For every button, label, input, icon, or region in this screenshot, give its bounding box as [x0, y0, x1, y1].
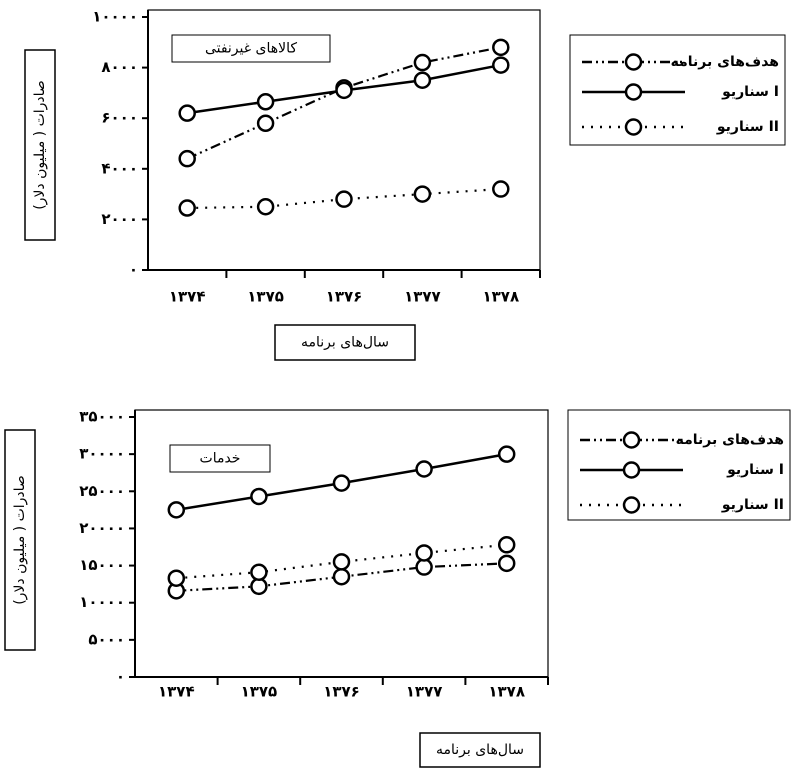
y-tick-label: ۳۵۰۰۰ [79, 408, 125, 426]
marker [332, 474, 351, 492]
marker [250, 487, 268, 506]
title-box [171, 34, 331, 63]
chart-title: کالاهای غیرنفتی [205, 41, 297, 57]
marker [178, 199, 196, 217]
marker [335, 81, 353, 100]
legend-marker [624, 53, 643, 71]
marker [492, 56, 510, 74]
title-box [169, 444, 271, 473]
marker [413, 53, 432, 72]
x-tick-label: ۱۳۷۴ [169, 288, 206, 306]
y-tick-label: ۱۰۰۰۰ [92, 8, 138, 26]
x-tick-label: ۱۳۷۵ [247, 288, 284, 306]
marker [256, 114, 275, 133]
marker [335, 190, 353, 208]
y-label-box [4, 429, 36, 651]
marker [492, 38, 510, 57]
x-tick-label: ۱۳۷۸ [488, 683, 525, 701]
marker [497, 445, 516, 463]
y-axis-label: صادرات ( میلیون دلار) [32, 80, 48, 210]
marker [178, 104, 196, 122]
x-tick-label: ۱۳۷۶ [326, 288, 363, 306]
legend-label: هدف‌های برنامه [671, 54, 779, 70]
x-tick-label: ۱۳۷۷ [406, 683, 443, 701]
x-axis-label: سال‌های برنامه [436, 742, 524, 758]
x-label-box [419, 732, 541, 768]
x-label-box [274, 324, 416, 361]
y-tick-label: ۰ [129, 261, 138, 279]
x-axis-label: سال‌های برنامه [301, 335, 389, 351]
y-tick-label: ۱۰۰۰۰ [79, 593, 125, 611]
marker [332, 567, 351, 586]
marker [256, 198, 275, 216]
marker [413, 185, 432, 203]
marker [167, 569, 186, 587]
legend-marker [624, 83, 643, 101]
x-tick-label: ۱۳۷۸ [482, 288, 519, 306]
marker [332, 553, 351, 571]
y-tick-label: ۲۰۰۰ [101, 210, 138, 228]
y-tick-label: ۱۵۰۰۰ [79, 556, 125, 574]
marker [167, 501, 186, 519]
legend-marker [622, 431, 641, 449]
marker [250, 563, 268, 582]
y-tick-label: ۵۰۰۰ [88, 630, 125, 648]
x-tick-label: ۱۳۷۴ [158, 683, 195, 701]
legend-label: هدف‌های برنامه [676, 432, 784, 448]
marker [492, 180, 510, 198]
y-label-box [24, 49, 56, 241]
legend-label: سناریو I [726, 462, 784, 478]
marker [497, 554, 516, 573]
legend-marker [622, 461, 641, 479]
legend-marker [622, 496, 641, 514]
y-tick-label: ۰ [116, 668, 125, 686]
y-tick-label: ۶۰۰۰ [101, 109, 138, 127]
legend-marker [624, 118, 643, 136]
marker [415, 544, 433, 562]
y-tick-label: ۲۵۰۰۰ [79, 482, 125, 500]
x-tick-label: ۱۳۷۷ [404, 288, 441, 306]
chart-title: خدمات [200, 451, 241, 467]
legend-label: سناریو II [721, 497, 784, 513]
legend-label: سناریو II [716, 119, 779, 135]
marker [497, 536, 516, 554]
marker [415, 558, 433, 576]
marker [178, 149, 196, 168]
y-tick-label: ۲۰۰۰۰ [79, 519, 125, 537]
marker [256, 93, 275, 111]
y-tick-label: ۸۰۰۰ [101, 58, 138, 76]
x-tick-label: ۱۳۷۵ [241, 683, 278, 701]
legend-box [569, 34, 786, 146]
y-axis-label: صادرات ( میلیون دلار) [12, 475, 28, 605]
marker [250, 577, 268, 596]
series-line [186, 46, 502, 160]
x-tick-label: ۱۳۷۶ [323, 683, 360, 701]
series-line [176, 543, 507, 580]
legend-label: سناریو I [721, 84, 779, 100]
legend-box [567, 409, 791, 521]
series-line [187, 187, 501, 210]
y-tick-label: ۴۰۰۰ [101, 159, 138, 177]
marker [413, 71, 432, 89]
marker [415, 460, 433, 478]
y-tick-label: ۳۰۰۰۰ [79, 445, 125, 463]
